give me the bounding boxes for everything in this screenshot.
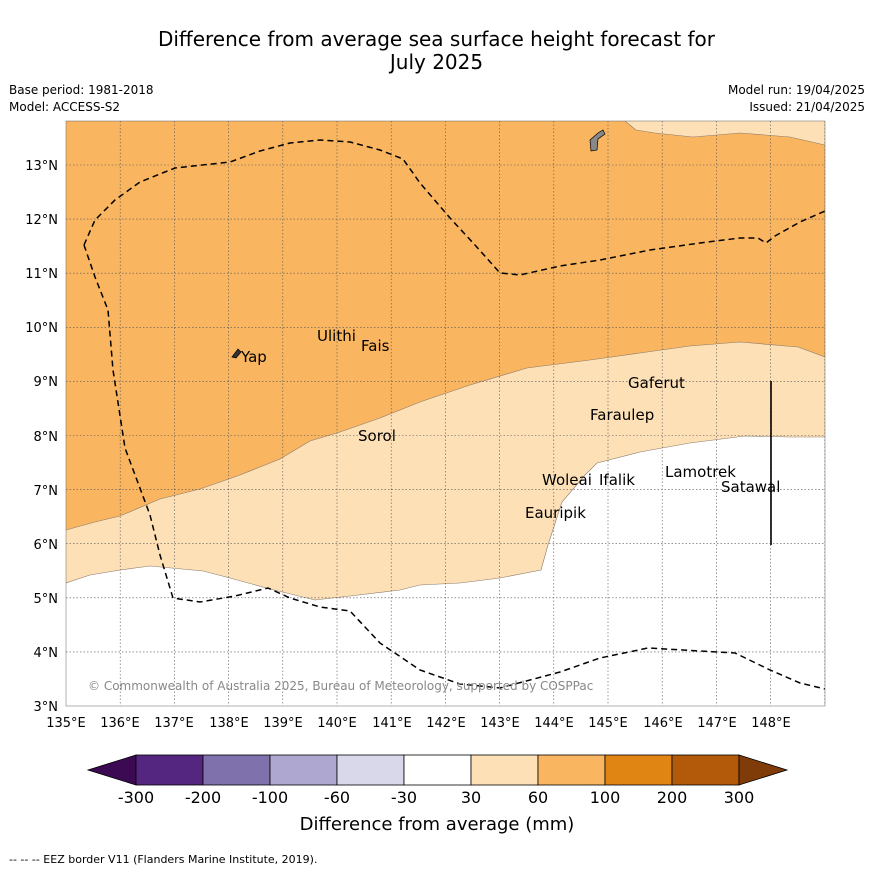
lat-tick: 10°N <box>25 321 58 336</box>
title-line-1: Difference from average sea surface heig… <box>157 27 716 51</box>
contour-top-right-patch <box>625 121 825 145</box>
lon-tick: 145°E <box>588 716 628 731</box>
lat-tick: 8°N <box>34 430 59 445</box>
colorbar-tick: -100 <box>252 788 288 807</box>
colorbar-bin <box>604 754 673 786</box>
lat-tick: 4°N <box>34 646 59 661</box>
colorbar-bin <box>671 754 740 786</box>
colorbar-max-extension <box>738 754 789 786</box>
lat-tick: 7°N <box>34 484 59 499</box>
lon-tick: 137°E <box>154 716 194 731</box>
title-line-2: July 2025 <box>389 50 484 74</box>
colorbar-tick: -300 <box>118 788 154 807</box>
eez-border <box>83 139 825 690</box>
colorbar-tick: 30 <box>461 788 481 807</box>
lon-tick: 144°E <box>534 716 574 731</box>
copyright-text: © Commonwealth of Australia 2025, Bureau… <box>88 679 593 693</box>
meta-right: Model run: 19/04/2025 Issued: 21/04/2025 <box>728 82 865 116</box>
meta-left: Base period: 1981-2018 Model: ACCESS-S2 <box>9 82 154 116</box>
issued-date: Issued: 21/04/2025 <box>749 100 865 114</box>
lon-tick: 143°E <box>480 716 520 731</box>
model-run: Model run: 19/04/2025 <box>727 83 865 97</box>
eez-footnote: -- -- -- EEZ border V11 (Flanders Marine… <box>9 853 318 866</box>
lat-tick: 9°N <box>34 375 59 390</box>
base-period: Base period: 1981-2018 <box>9 83 154 97</box>
place-eauripik: Eauripik <box>525 504 586 522</box>
place-lamotrek: Lamotrek <box>665 463 736 481</box>
map-frame <box>65 120 826 707</box>
map-area: Yap Ulithi Fais Sorol Gaferut Faraulep W… <box>66 121 825 706</box>
colorbar-bin <box>403 754 472 786</box>
place-satawal: Satawal <box>721 478 780 496</box>
colorbar-tick: -200 <box>185 788 221 807</box>
gridlines <box>66 121 825 706</box>
lat-tick: 13°N <box>25 159 58 174</box>
place-gaferut: Gaferut <box>628 374 685 392</box>
lon-tick: 146°E <box>643 716 683 731</box>
colorbar-tick: 200 <box>657 788 688 807</box>
lat-tick: 5°N <box>34 592 59 607</box>
lon-tick: 139°E <box>263 716 303 731</box>
contour-line-30 <box>66 435 825 601</box>
colorbar-tick: -30 <box>391 788 417 807</box>
contour-line-60 <box>66 341 825 531</box>
lat-tick: 11°N <box>25 267 58 282</box>
contour-line-top <box>624 121 825 146</box>
latitude-axis: 3°N 4°N 5°N 6°N 7°N 8°N 9°N 10°N 11°N 12… <box>25 159 58 715</box>
lon-tick: 141°E <box>372 716 412 731</box>
colorbar-bin <box>269 754 338 786</box>
colorbar-bin <box>202 754 271 786</box>
place-ulithi: Ulithi <box>317 327 356 345</box>
colorbar-bin <box>336 754 405 786</box>
colorbar-min-extension <box>86 754 137 786</box>
lon-tick: 142°E <box>426 716 466 731</box>
colorbar-tick: -60 <box>324 788 350 807</box>
lon-tick: 148°E <box>751 716 791 731</box>
lon-tick: 147°E <box>697 716 737 731</box>
map-title: Difference from average sea surface heig… <box>0 28 873 74</box>
colorbar-bin <box>470 754 539 786</box>
colorbar-bin <box>537 754 606 786</box>
colorbar: -300 -200 -100 -60 -30 30 60 100 200 300… <box>86 754 789 835</box>
place-sorol: Sorol <box>358 427 396 445</box>
colorbar-title: Difference from average (mm) <box>300 814 575 835</box>
lon-tick: 138°E <box>209 716 249 731</box>
guam-island-shape <box>589 129 606 152</box>
lat-tick: 12°N <box>25 213 58 228</box>
lon-tick: 140°E <box>317 716 357 731</box>
lon-tick: 135°E <box>46 716 86 731</box>
place-ifalik: Ifalik <box>599 471 635 489</box>
lon-tick: 136°E <box>100 716 140 731</box>
yap-island-shape <box>231 348 242 359</box>
lat-tick: 3°N <box>34 700 59 715</box>
colorbar-tick: 300 <box>724 788 755 807</box>
lat-tick: 6°N <box>34 538 59 553</box>
colorbar-bin <box>135 754 204 786</box>
place-woleai: Woleai <box>542 471 592 489</box>
place-yap: Yap <box>240 348 267 366</box>
colorbar-tick: 100 <box>590 788 621 807</box>
colorbar-tick: 60 <box>528 788 548 807</box>
longitude-axis: 135°E 136°E 137°E 138°E 139°E 140°E 141°… <box>46 716 791 731</box>
model-name: Model: ACCESS-S2 <box>9 100 121 114</box>
place-faraulep: Faraulep <box>590 406 654 424</box>
place-fais: Fais <box>361 337 390 355</box>
